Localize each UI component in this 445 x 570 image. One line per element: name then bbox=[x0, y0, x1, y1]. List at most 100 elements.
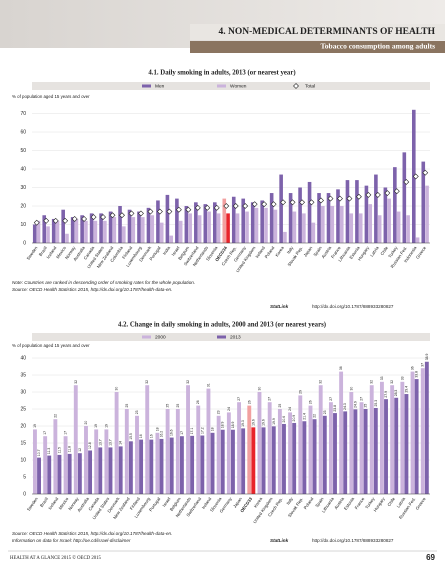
bar bbox=[70, 217, 75, 243]
legend-box bbox=[32, 333, 430, 341]
bar bbox=[345, 180, 350, 243]
bar bbox=[308, 405, 313, 494]
bar bbox=[317, 193, 321, 243]
section-bar bbox=[190, 41, 445, 53]
bar bbox=[273, 209, 278, 243]
bar bbox=[118, 446, 123, 494]
bar bbox=[394, 397, 399, 494]
bar bbox=[235, 213, 240, 243]
value-label: 19 bbox=[94, 424, 98, 428]
value-label: 27 bbox=[268, 397, 272, 401]
bar bbox=[149, 439, 154, 494]
bar bbox=[298, 395, 303, 494]
legend-swatch bbox=[142, 84, 151, 88]
bar bbox=[200, 435, 205, 494]
bar bbox=[98, 447, 103, 494]
bar bbox=[312, 419, 317, 494]
value-label: 12.8 bbox=[88, 442, 92, 449]
bar bbox=[131, 217, 136, 243]
value-label: 24 bbox=[227, 407, 231, 411]
bar bbox=[250, 202, 255, 243]
value-label: 25 bbox=[166, 404, 170, 408]
value-label: 16.6 bbox=[170, 429, 174, 436]
note: Note: Countries are ranked in descending… bbox=[12, 280, 195, 285]
total-marker bbox=[308, 199, 315, 206]
total-marker bbox=[403, 179, 410, 185]
bar bbox=[33, 429, 37, 494]
legend-box bbox=[32, 82, 430, 90]
statlink-label: StatLink bbox=[270, 304, 289, 309]
value-label: 33 bbox=[380, 376, 384, 380]
bar bbox=[114, 392, 119, 494]
bar bbox=[212, 202, 217, 243]
bar bbox=[226, 412, 231, 494]
value-label: 15.5 bbox=[129, 433, 133, 440]
legend-label: 2000 bbox=[155, 334, 166, 340]
bar bbox=[339, 206, 344, 243]
bar bbox=[112, 217, 117, 243]
bar bbox=[210, 432, 215, 494]
bar bbox=[383, 187, 388, 243]
x-tick-label: Estonia bbox=[343, 496, 356, 511]
bar bbox=[216, 415, 221, 494]
value-label: 37 bbox=[421, 363, 425, 367]
x-tick-label: Latvia bbox=[369, 245, 380, 258]
bar bbox=[393, 167, 397, 243]
bar bbox=[169, 235, 174, 243]
y-tick-label: 30 bbox=[20, 389, 26, 395]
bar bbox=[207, 211, 211, 243]
bar bbox=[99, 213, 103, 243]
legend-swatch bbox=[142, 335, 151, 339]
y-tick-label: 10 bbox=[20, 457, 26, 463]
bar bbox=[77, 453, 82, 494]
total-marker bbox=[33, 219, 40, 226]
statlink-url[interactable]: http://dx.doi.org/10.1787/888933280827 bbox=[312, 538, 394, 543]
total-marker bbox=[175, 206, 182, 213]
value-label: 18 bbox=[211, 427, 215, 431]
total-marker bbox=[327, 195, 334, 202]
total-marker bbox=[374, 191, 381, 198]
value-label: 32 bbox=[145, 380, 149, 384]
value-label: 17 bbox=[64, 431, 68, 435]
total-marker bbox=[232, 203, 239, 209]
total-marker bbox=[128, 210, 135, 217]
bar bbox=[241, 428, 246, 494]
bar bbox=[421, 161, 426, 243]
total-marker bbox=[337, 195, 343, 202]
bar bbox=[197, 215, 202, 243]
value-label: 23 bbox=[217, 410, 221, 414]
bar bbox=[140, 217, 145, 243]
value-label: 38.9 bbox=[425, 354, 429, 361]
bar bbox=[264, 207, 268, 243]
value-label: 11.8 bbox=[68, 446, 72, 452]
bar bbox=[122, 226, 126, 243]
x-tick-label: Israel bbox=[171, 245, 181, 257]
value-label: 19.6 bbox=[251, 419, 255, 426]
value-label: 22 bbox=[313, 414, 317, 418]
total-marker bbox=[100, 214, 106, 221]
bar bbox=[368, 204, 373, 243]
bar bbox=[406, 215, 410, 243]
bar bbox=[94, 429, 99, 494]
y-tick-label: 25 bbox=[20, 406, 26, 412]
bar bbox=[159, 438, 164, 494]
bar bbox=[377, 215, 382, 243]
x-tick-label: India bbox=[162, 245, 172, 256]
y-tick-label: 20 bbox=[20, 203, 26, 209]
chart-title: 4.1. Daily smoking in adults, 2013 (or n… bbox=[148, 70, 295, 77]
bar bbox=[169, 437, 174, 494]
chapter-title: 4. NON-MEDICAL DETERMINANTS OF HEALTH bbox=[218, 27, 435, 37]
bar bbox=[89, 213, 94, 243]
bar bbox=[321, 206, 325, 243]
value-label: 32 bbox=[390, 380, 394, 384]
y-tick-label: 20 bbox=[20, 423, 26, 429]
value-label: 11.5 bbox=[57, 447, 61, 453]
bar bbox=[57, 454, 62, 494]
y-tick-label: 50 bbox=[20, 148, 26, 154]
bar bbox=[175, 409, 180, 494]
bar bbox=[67, 453, 72, 494]
bar bbox=[404, 394, 409, 494]
statlink-url[interactable]: http://dx.doi.org/10.1787/888933280827 bbox=[312, 304, 394, 309]
bar bbox=[359, 402, 364, 494]
